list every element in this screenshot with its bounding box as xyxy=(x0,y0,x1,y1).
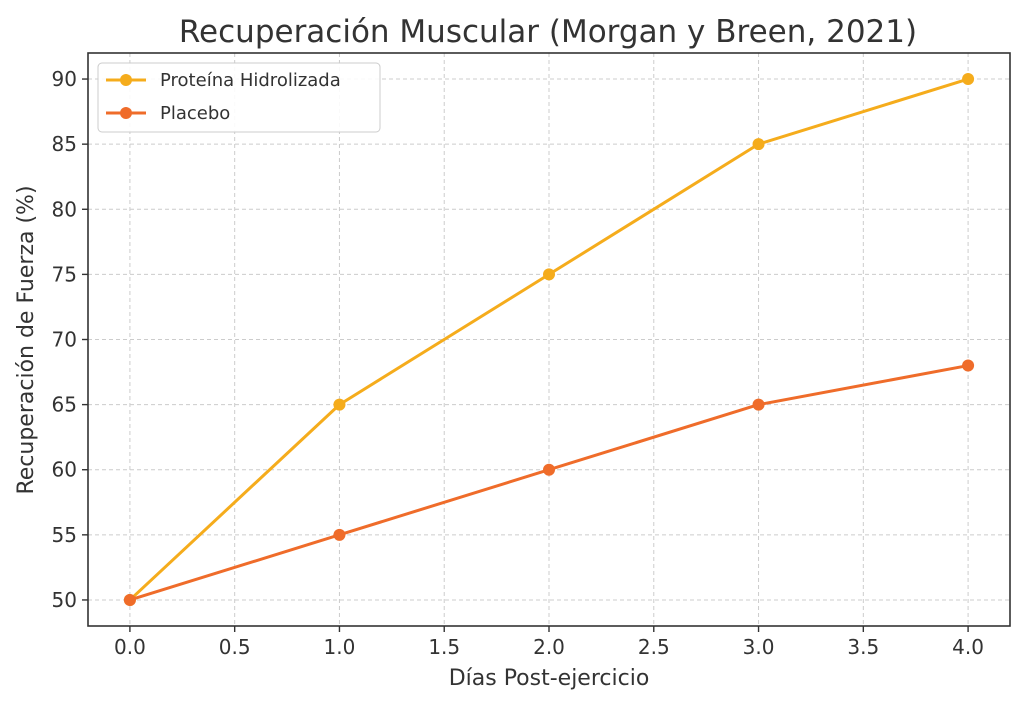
x-tick-label: 3.0 xyxy=(743,635,775,659)
legend-swatch-marker xyxy=(120,107,132,119)
y-tick-label: 75 xyxy=(52,262,77,286)
y-tick-label: 55 xyxy=(52,523,77,547)
tick-labels: 0.0 0.5 1.0 1.5 2.0 2.5 3.0 3.5 4.0 50 55 60 65 70 75 8… xyxy=(52,67,984,659)
x-tick-label: 4.0 xyxy=(952,635,984,659)
legend-box xyxy=(97,62,381,133)
data-point xyxy=(543,463,555,476)
x-axis-label: Días Post-ejercicio xyxy=(449,666,650,691)
legend-swatch-marker xyxy=(120,74,132,86)
y-tick-label: 90 xyxy=(52,67,77,91)
data-point xyxy=(333,528,346,541)
y-tick-label: 50 xyxy=(52,588,77,612)
data-point xyxy=(752,138,765,151)
data-point xyxy=(333,398,346,411)
data-point xyxy=(752,398,765,411)
x-tick-label: 1.5 xyxy=(428,635,460,659)
legend-label: Proteína Hidrolizada xyxy=(160,70,341,91)
data-point xyxy=(543,268,555,281)
x-tick-label: 0.5 xyxy=(219,635,251,659)
data-point xyxy=(962,73,975,86)
legend-label: Placebo xyxy=(160,103,230,124)
y-tick-label: 70 xyxy=(52,328,77,352)
x-tick-label: 1.0 xyxy=(324,635,356,659)
y-tick-label: 80 xyxy=(52,197,77,221)
y-tick-label: 85 xyxy=(52,132,77,156)
series-line xyxy=(128,77,969,602)
x-tick-label: 2.5 xyxy=(638,635,670,659)
x-tick-label: 3.5 xyxy=(847,635,879,659)
series-layer xyxy=(123,73,975,606)
legend: Proteína Hidrolizada Placebo xyxy=(97,62,381,133)
y-tick-label: 65 xyxy=(52,393,77,417)
x-tick-label: 2.0 xyxy=(533,635,565,659)
grid-lines xyxy=(88,53,1010,626)
chart-title: Recuperación Muscular (Morgan y Breen, 2… xyxy=(179,14,917,50)
y-axis-label: Recuperación de Fuerza (%) xyxy=(14,185,39,494)
x-tick-label: 0.0 xyxy=(114,635,146,659)
data-point xyxy=(123,593,136,606)
data-point xyxy=(962,359,975,372)
y-tick-label: 60 xyxy=(52,458,77,482)
